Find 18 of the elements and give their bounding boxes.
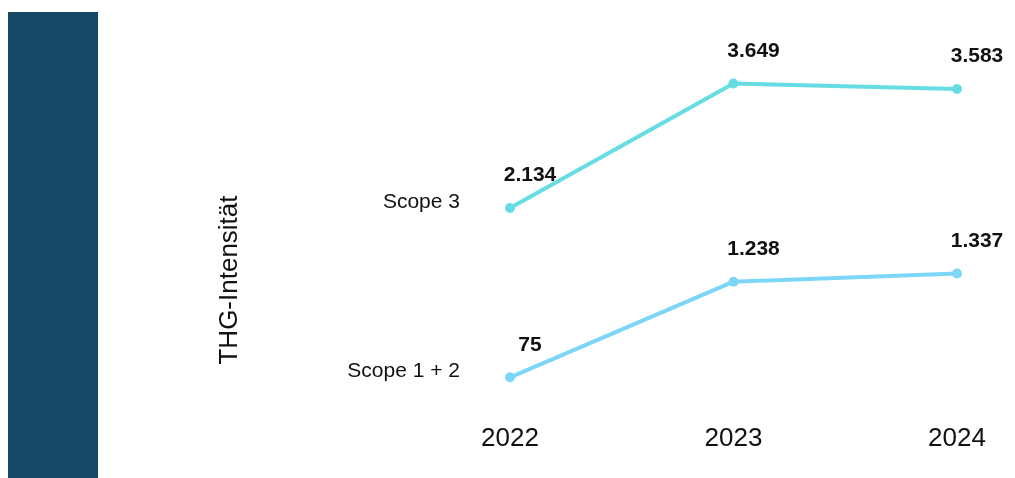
point [505, 203, 515, 214]
point [505, 372, 515, 383]
point [952, 83, 962, 94]
text: THG-Intensität [212, 195, 244, 365]
text: Scope 1 + 2 [347, 358, 460, 382]
data-label: 75 [518, 331, 542, 355]
data-label: 2.134 [503, 162, 557, 186]
data-label: 1.337 [950, 227, 1004, 251]
point [952, 268, 962, 279]
data-label: 3.583 [950, 43, 1004, 67]
text: Scope 3 [382, 188, 460, 212]
data-label: 3.649 [727, 37, 780, 61]
point [728, 78, 739, 89]
x-tick-label: 2024 [928, 421, 986, 452]
x-tick-label: 2022 [481, 421, 539, 452]
point [728, 276, 739, 287]
x-tick-label: 2023 [704, 421, 763, 452]
data-label: 1.238 [727, 235, 781, 259]
